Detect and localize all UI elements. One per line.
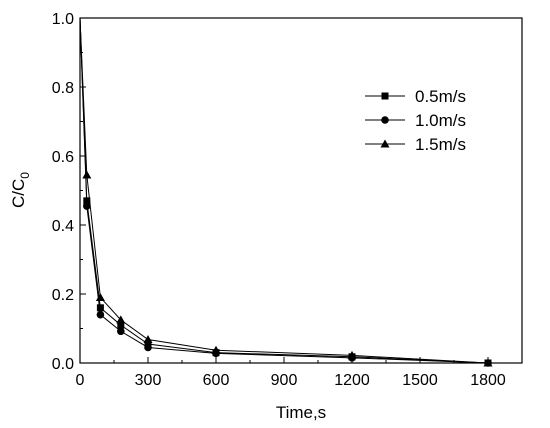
x-tick-label: 300 [135,372,162,389]
x-tick-label: 900 [271,372,298,389]
y-axis-title-main: C/C [9,179,28,208]
x-axis-title: Time,s [276,403,326,422]
data-point-circle [144,343,152,352]
legend-marker-triangle [380,139,390,148]
series-3 [79,17,493,367]
y-axis-ticks: 0.0 0.2 0.4 0.6 0.8 1.0 [52,11,86,373]
x-tick-label: 1200 [334,372,370,389]
data-point-square [117,321,125,329]
data-point-triangle [82,170,92,179]
legend-item: 1.0m/s [365,111,466,130]
legend-label: 0.5m/s [415,87,466,106]
y-tick-label: 0.6 [52,149,74,166]
series-1 [79,17,492,367]
legend-marker-square [381,92,389,100]
series-layer [79,17,493,367]
legend-item: 1.5m/s [365,135,466,154]
series-line [79,17,489,364]
legend-label: 1.0m/s [415,111,466,130]
legend-item: 0.5m/s [365,87,466,106]
svg-text:C/C0: C/C0 [9,172,32,208]
data-point-circle [96,310,105,319]
data-point-triangle [211,345,221,354]
series-line [79,17,489,364]
y-tick-label: 0.8 [52,80,74,97]
data-point-circle [83,202,91,210]
data-point-circle [117,327,125,336]
legend-marker-circle [381,116,389,124]
data-point-triangle [347,350,357,359]
data-point-triangle [143,335,153,344]
data-point-triangle [483,358,493,367]
y-axis-title-subscript: 0 [18,172,32,179]
y-tick-label: 0.4 [52,218,74,235]
x-tick-label: 0 [76,372,85,389]
data-point-triangle [95,292,105,301]
legend-label: 1.5m/s [415,135,466,154]
series-line [79,17,489,364]
series-2 [79,17,492,367]
plot-frame [79,17,523,364]
data-point-triangle [116,315,126,324]
y-tick-label: 0.2 [52,287,74,304]
x-axis-ticks: 0 300 600 900 1200 1500 1800 [76,357,506,389]
y-axis-title: C/C0 [9,172,32,208]
y-tick-label: 1.0 [52,11,74,28]
x-tick-label: 600 [203,372,230,389]
legend: 0.5m/s 1.0m/s 1.5m/s [365,87,466,154]
x-tick-label: 1500 [402,372,438,389]
y-tick-label: 0.0 [52,356,74,373]
x-tick-label: 1800 [470,372,506,389]
data-point-square [96,304,104,312]
